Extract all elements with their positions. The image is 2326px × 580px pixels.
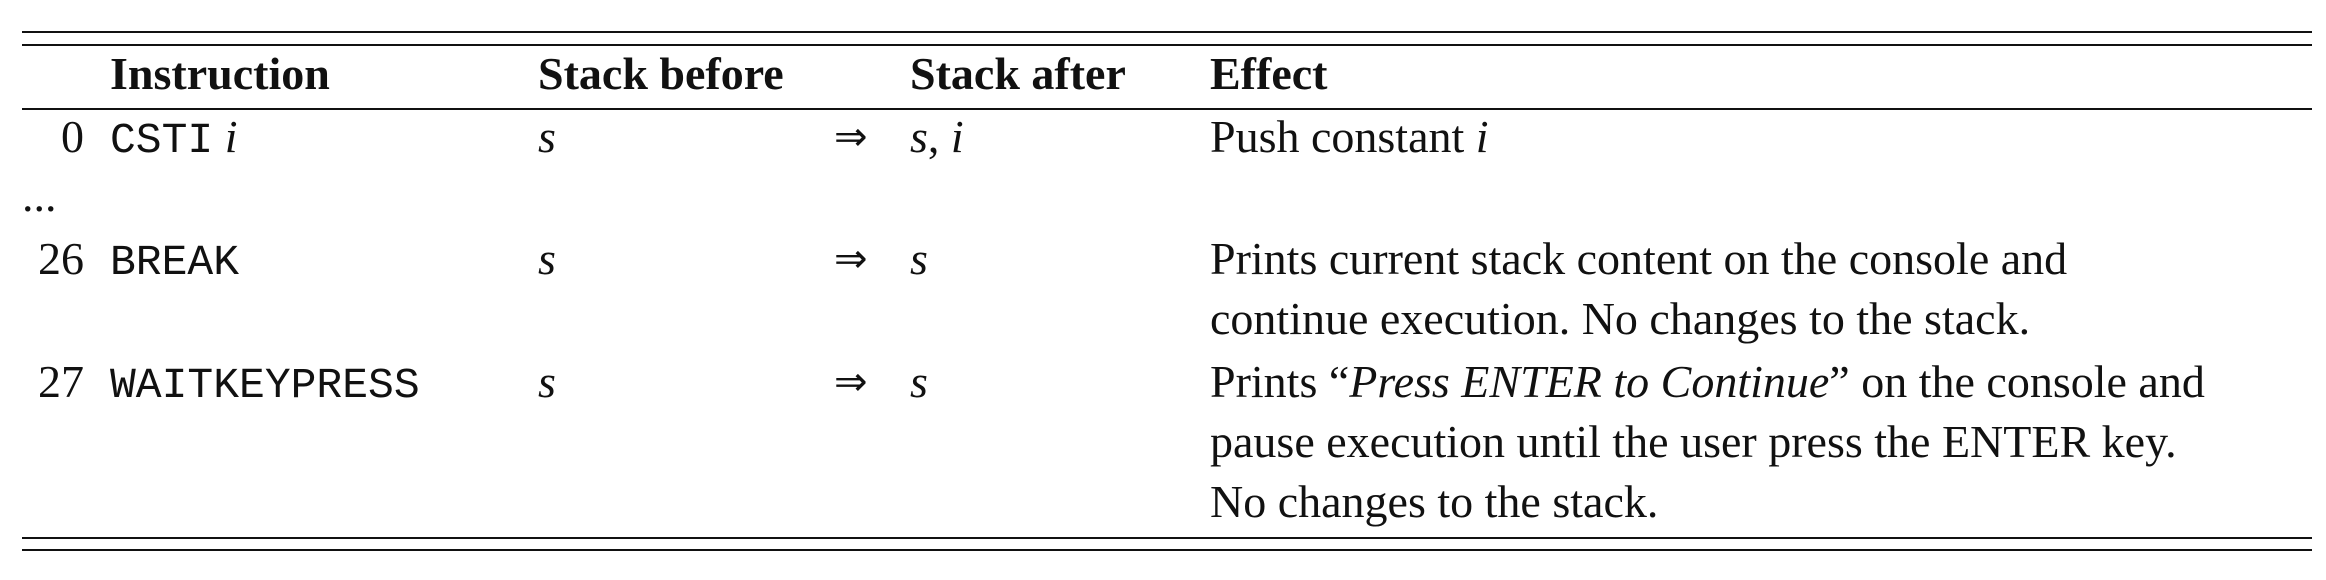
row-0-effect: Push constant i — [1210, 107, 1489, 167]
row-0-instr-arg: i — [224, 111, 238, 162]
row-0-instr-name: CSTI — [110, 116, 214, 165]
row-0-arrow: ⇒ — [834, 114, 868, 160]
row-0-number: 0 — [61, 111, 84, 162]
row-27-effect-line-3: No changes to the stack. — [1210, 476, 1659, 527]
row-26-number: 26 — [38, 233, 84, 284]
row-27-number: 27 — [38, 356, 84, 407]
row-27-effect-italic: Press ENTER to Continue — [1349, 356, 1830, 407]
row-0-stack-before: s — [538, 111, 556, 162]
row-0-stack-after-s: s — [910, 111, 928, 162]
row-27-effect-post: ” on the console and — [1829, 356, 2205, 407]
row-26-instruction: BREAK — [110, 229, 239, 293]
header-rule — [22, 108, 2312, 110]
row-0-stack-after-i: i — [950, 111, 964, 162]
header-instruction: Instruction — [110, 48, 330, 99]
row-26-stack-before: s — [538, 233, 556, 284]
row-26-effect-line-2: continue execution. No changes to the st… — [1210, 293, 2031, 344]
top-rule-outer — [22, 31, 2312, 33]
row-27-instr-name: WAITKEYPRESS — [110, 361, 420, 410]
row-27-arrow: ⇒ — [834, 359, 868, 405]
row-0-effect-arg: i — [1475, 111, 1489, 162]
row-26-arrow: ⇒ — [834, 236, 868, 282]
bottom-rule-outer — [22, 549, 2312, 551]
row-27-stack-after: s — [910, 356, 928, 407]
row-27-effect-line-1: Prints “Press ENTER to Continue” on the … — [1210, 352, 2205, 412]
ellipsis-row: ... — [22, 170, 57, 221]
row-0-instruction: CSTI i — [110, 107, 238, 171]
row-27-instruction: WAITKEYPRESS — [110, 352, 420, 416]
row-0-stack-after: s, i — [910, 107, 964, 167]
row-27-effect-pre: Prints “ — [1210, 356, 1350, 407]
row-26-effect-line-1: Prints current stack content on the cons… — [1210, 233, 2068, 284]
header-stack-before: Stack before — [538, 48, 784, 99]
top-rule-inner — [22, 44, 2312, 46]
row-27-stack-before: s — [538, 356, 556, 407]
bottom-rule-inner — [22, 537, 2312, 539]
row-27-effect-line-2: pause execution until the user press the… — [1210, 416, 2177, 467]
row-0-effect-text: Push constant — [1210, 111, 1476, 162]
header-effect: Effect — [1210, 48, 1328, 99]
header-stack-after: Stack after — [910, 48, 1126, 99]
row-26-stack-after: s — [910, 233, 928, 284]
row-26-instr-name: BREAK — [110, 238, 240, 287]
row-0-stack-after-sep: , — [927, 111, 951, 162]
